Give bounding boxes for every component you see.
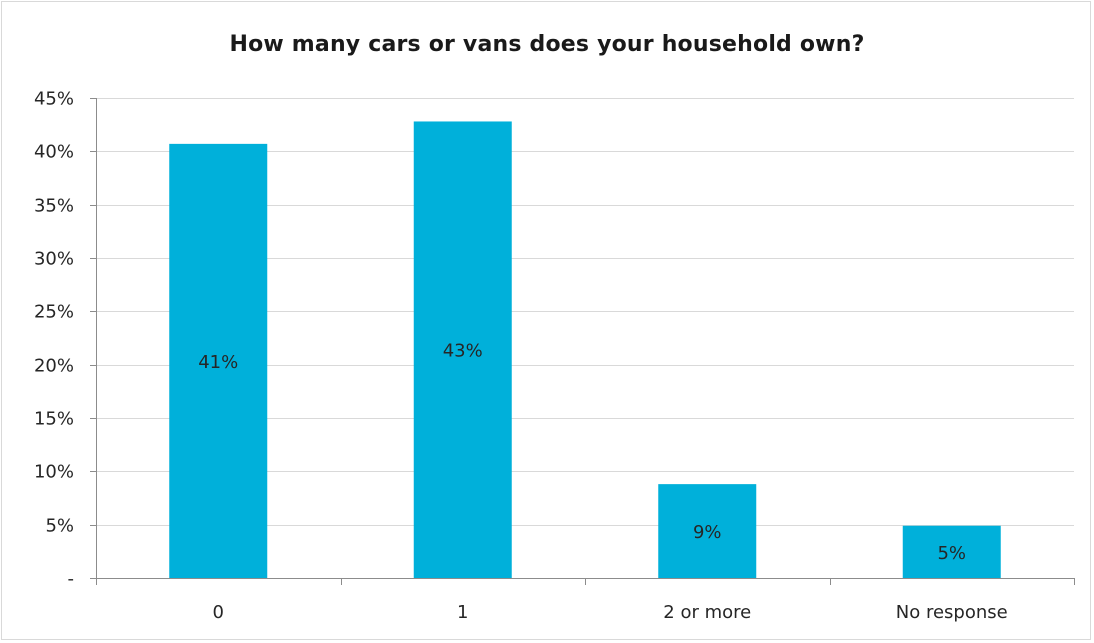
data-label-1: 43% — [443, 341, 483, 362]
y-tick-label-9: 45% — [34, 89, 74, 110]
y-tick-label-2: 10% — [34, 462, 74, 483]
y-tick-label-6: 30% — [34, 249, 74, 270]
data-label-0: 41% — [198, 352, 238, 373]
y-tick-label-5: 25% — [34, 302, 74, 323]
bar-3 — [902, 525, 1001, 578]
x-tick-label-1: 1 — [457, 602, 468, 623]
bar-1 — [413, 121, 512, 578]
y-tick-label-8: 40% — [34, 142, 74, 163]
bar-2 — [658, 484, 757, 578]
y-tick-label-0: - — [68, 569, 75, 590]
data-label-2: 9% — [693, 522, 722, 543]
chart-title: How many cars or vans does your househol… — [229, 32, 865, 57]
bar-0 — [169, 143, 268, 578]
y-tick-label-7: 35% — [34, 196, 74, 217]
x-tick-label-0: 0 — [213, 602, 224, 623]
data-label-3: 5% — [937, 543, 966, 564]
y-tick-label-3: 15% — [34, 409, 74, 430]
x-tick-label-3: No response — [896, 602, 1008, 623]
y-tick-label-4: 20% — [34, 356, 74, 377]
x-tick-label-2: 2 or more — [663, 602, 751, 623]
y-tick-label-1: 5% — [45, 516, 74, 537]
